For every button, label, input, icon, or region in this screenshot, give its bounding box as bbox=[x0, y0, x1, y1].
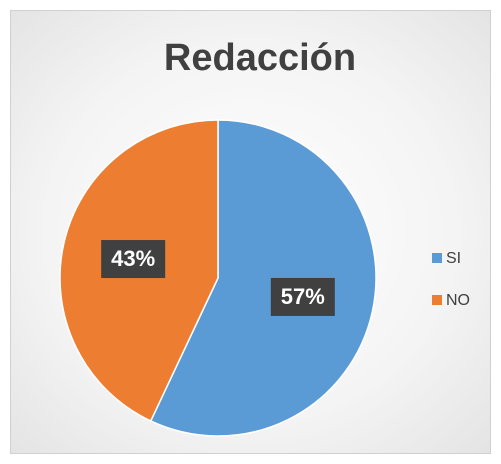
data-label-box bbox=[270, 277, 335, 316]
data-label-box bbox=[101, 240, 166, 279]
legend-swatch bbox=[432, 253, 442, 263]
data-label: 43% bbox=[111, 246, 155, 271]
chart-title: Redacción bbox=[164, 37, 356, 79]
data-label: 57% bbox=[281, 284, 325, 309]
pie-slice bbox=[149, 119, 377, 437]
legend-swatch bbox=[432, 295, 442, 305]
legend-label: NO bbox=[446, 292, 470, 309]
legend-label: SI bbox=[446, 250, 461, 267]
